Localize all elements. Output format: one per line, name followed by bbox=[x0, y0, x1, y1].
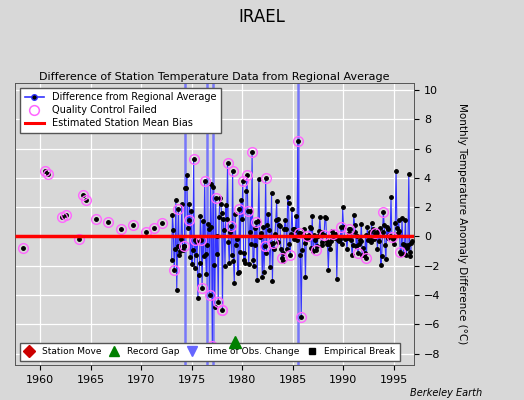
Y-axis label: Monthly Temperature Anomaly Difference (°C): Monthly Temperature Anomaly Difference (… bbox=[457, 104, 467, 345]
Text: Berkeley Earth: Berkeley Earth bbox=[410, 388, 482, 398]
Text: IRAEL: IRAEL bbox=[238, 8, 286, 26]
Legend: Station Move, Record Gap, Time of Obs. Change, Empirical Break: Station Move, Record Gap, Time of Obs. C… bbox=[19, 343, 400, 361]
Title: Difference of Station Temperature Data from Regional Average: Difference of Station Temperature Data f… bbox=[39, 72, 390, 82]
